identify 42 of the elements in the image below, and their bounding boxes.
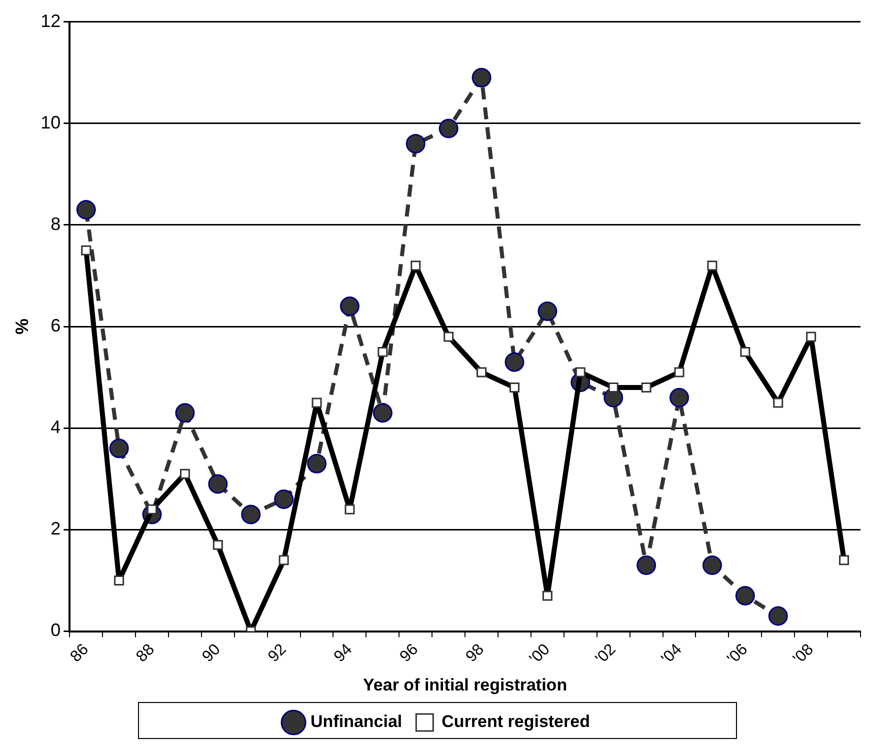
point bbox=[735, 586, 755, 606]
x-tick-label: '08 bbox=[790, 640, 818, 668]
legend-label: Unfinancial bbox=[310, 712, 402, 732]
point bbox=[538, 302, 558, 322]
point bbox=[109, 438, 129, 458]
x-tick-label: '00 bbox=[526, 640, 554, 668]
x-tick-label: 88 bbox=[133, 640, 158, 666]
point bbox=[702, 556, 722, 576]
x-tick-label: '02 bbox=[592, 640, 620, 668]
point bbox=[307, 454, 327, 474]
x-axis-title: Year of initial registration bbox=[363, 675, 568, 694]
point bbox=[768, 606, 788, 626]
y-tick-label: 8 bbox=[50, 214, 61, 234]
point bbox=[241, 504, 261, 524]
point bbox=[372, 403, 392, 423]
x-tick-label: 90 bbox=[199, 640, 224, 666]
x-tick-label: 92 bbox=[265, 640, 290, 666]
y-tick-label: 2 bbox=[50, 518, 61, 539]
point bbox=[472, 68, 492, 88]
point bbox=[175, 403, 195, 423]
y-tick-label: 0 bbox=[50, 620, 61, 640]
x-tick-label: 86 bbox=[67, 640, 92, 666]
x-tick-label: 94 bbox=[331, 640, 356, 666]
point bbox=[504, 352, 524, 372]
point bbox=[340, 296, 360, 316]
x-tick-label: 98 bbox=[462, 640, 488, 666]
point bbox=[406, 134, 426, 154]
point bbox=[438, 118, 458, 138]
y-axis-title: % bbox=[12, 318, 32, 335]
y-tick-label: 12 bbox=[40, 10, 61, 31]
x-tick-label: 96 bbox=[396, 640, 422, 666]
legend-label: Current registered bbox=[442, 712, 590, 732]
point bbox=[274, 489, 294, 509]
point bbox=[670, 388, 690, 408]
x-tick-label: '04 bbox=[658, 640, 686, 668]
point bbox=[208, 474, 228, 494]
x-tick-label: '06 bbox=[724, 640, 752, 668]
y-tick-label: 6 bbox=[50, 316, 61, 336]
y-tick-label: 10 bbox=[40, 112, 61, 132]
point bbox=[76, 200, 96, 220]
point bbox=[636, 556, 656, 576]
y-tick-label: 4 bbox=[50, 417, 61, 438]
